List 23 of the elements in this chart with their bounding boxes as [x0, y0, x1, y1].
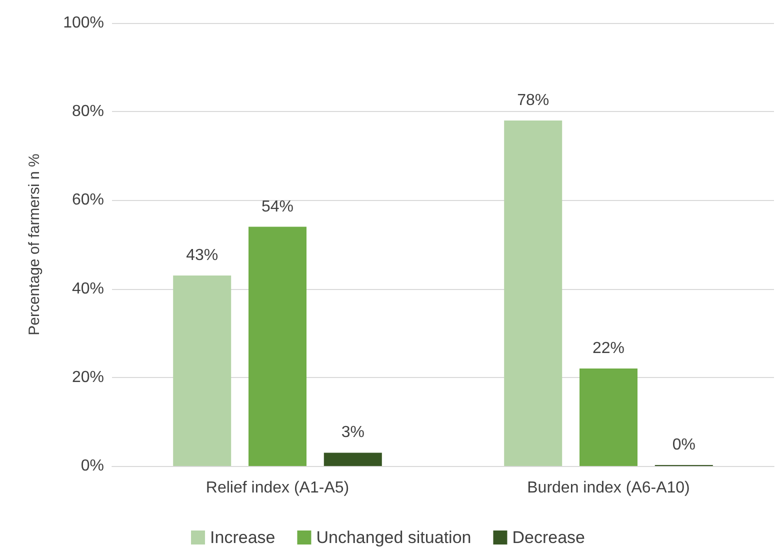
y-axis-title: Percentage of farmersi n % [26, 154, 43, 336]
bar [504, 120, 562, 466]
y-tick-label: 60% [72, 192, 104, 209]
data-label: 43% [186, 247, 218, 264]
y-tick-label: 80% [72, 103, 104, 120]
legend-label: Decrease [512, 528, 585, 547]
bar [173, 276, 232, 466]
x-tick-label: Relief index (A1-A5) [206, 480, 350, 496]
y-tick-label: 0% [80, 458, 104, 474]
y-tick-label: 100% [63, 14, 104, 32]
data-label: 3% [341, 424, 364, 442]
x-tick-label: Burden index (A6-A10) [527, 480, 690, 496]
legend-label: Unchanged situation [316, 528, 472, 547]
data-label: 54% [261, 198, 294, 216]
y-tick-label: 40% [72, 280, 104, 298]
bar [248, 226, 306, 466]
data-label: 0% [672, 436, 696, 454]
bar [580, 368, 638, 466]
y-tick-label: 20% [72, 368, 104, 386]
legend-label: Increase [210, 528, 276, 547]
data-label: 22% [592, 340, 625, 358]
data-label: 78% [517, 92, 550, 109]
bar [324, 452, 382, 466]
